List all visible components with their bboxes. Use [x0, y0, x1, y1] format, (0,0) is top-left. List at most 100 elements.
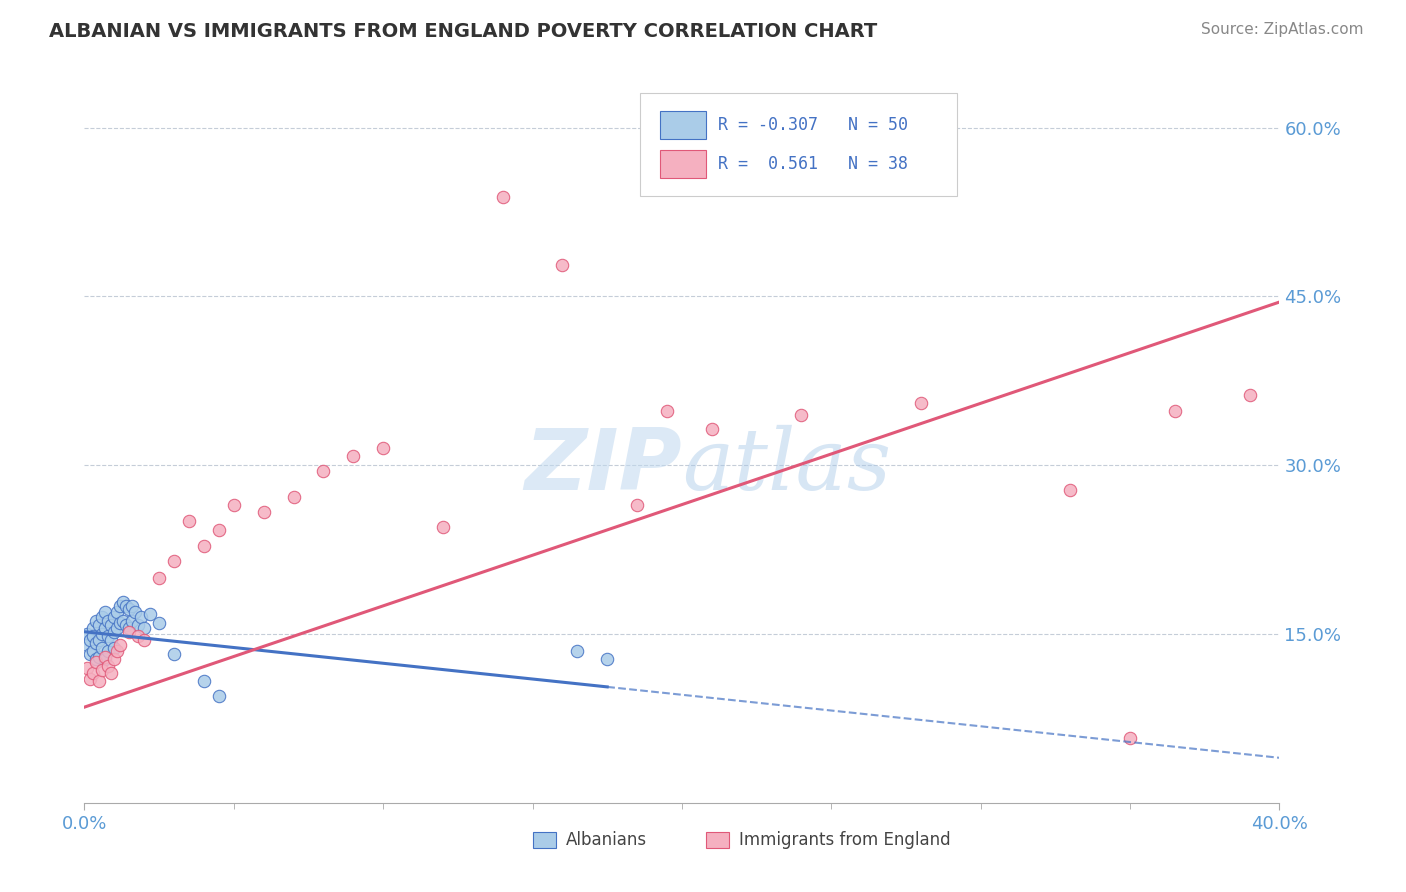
Point	[208, 689, 231, 703]
Point	[121, 599, 143, 613]
Point	[105, 621, 128, 635]
Point	[103, 624, 125, 639]
Point	[89, 632, 111, 647]
Point	[86, 652, 108, 666]
Point	[177, 515, 200, 529]
Point	[97, 614, 120, 628]
Point	[626, 498, 648, 512]
Point	[100, 632, 122, 647]
Point	[86, 636, 108, 650]
Point	[91, 663, 114, 677]
Text: R =  0.561   N = 38: R = 0.561 N = 38	[718, 155, 908, 173]
Point	[127, 629, 149, 643]
Point	[100, 666, 122, 681]
Point	[82, 621, 104, 635]
Point	[253, 506, 276, 520]
Point	[105, 605, 128, 619]
Point	[910, 396, 932, 410]
Text: Immigrants from England: Immigrants from England	[740, 831, 950, 849]
Point	[89, 674, 111, 689]
Text: ALBANIAN VS IMMIGRANTS FROM ENGLAND POVERTY CORRELATION CHART: ALBANIAN VS IMMIGRANTS FROM ENGLAND POVE…	[49, 22, 877, 41]
Point	[1059, 483, 1081, 497]
Point	[79, 672, 101, 686]
Point	[148, 571, 170, 585]
Point	[148, 615, 170, 630]
Point	[193, 674, 215, 689]
Text: R = -0.307   N = 50: R = -0.307 N = 50	[718, 116, 908, 134]
Point	[1239, 388, 1261, 402]
Point	[121, 614, 143, 628]
FancyBboxPatch shape	[661, 151, 706, 178]
Point	[1164, 404, 1187, 418]
Point	[132, 632, 156, 647]
Point	[76, 627, 98, 641]
Point	[373, 442, 395, 456]
Point	[492, 190, 515, 204]
Text: Albanians: Albanians	[567, 831, 647, 849]
Point	[567, 644, 589, 658]
Point	[655, 404, 678, 418]
Point	[222, 498, 245, 512]
Point	[129, 610, 152, 624]
Point	[86, 614, 108, 628]
Point	[112, 614, 135, 628]
Point	[94, 621, 117, 635]
Point	[94, 649, 117, 664]
FancyBboxPatch shape	[533, 832, 557, 848]
Point	[112, 595, 135, 609]
Point	[208, 524, 231, 538]
Point	[79, 632, 101, 647]
Point	[91, 627, 114, 641]
Point	[82, 666, 104, 681]
Point	[103, 652, 125, 666]
Point	[100, 618, 122, 632]
Point	[790, 408, 813, 422]
Point	[132, 621, 156, 635]
FancyBboxPatch shape	[661, 111, 706, 138]
Point	[118, 624, 141, 639]
Text: atlas: atlas	[682, 425, 891, 508]
Point	[86, 655, 108, 669]
Point	[700, 422, 723, 436]
Point	[97, 658, 120, 673]
Point	[97, 644, 120, 658]
Point	[115, 618, 138, 632]
Point	[139, 607, 162, 621]
Point	[103, 610, 125, 624]
Point	[89, 618, 111, 632]
Point	[596, 652, 619, 666]
Point	[91, 610, 114, 624]
FancyBboxPatch shape	[640, 94, 957, 195]
Point	[127, 618, 149, 632]
Point	[1119, 731, 1142, 745]
Point	[110, 638, 132, 652]
Point	[432, 520, 454, 534]
Point	[82, 644, 104, 658]
Point	[76, 638, 98, 652]
Point	[312, 464, 335, 478]
Point	[110, 615, 132, 630]
Point	[283, 490, 305, 504]
Point	[94, 605, 117, 619]
Point	[105, 644, 128, 658]
Point	[163, 554, 186, 568]
Point	[124, 605, 146, 619]
Text: Source: ZipAtlas.com: Source: ZipAtlas.com	[1201, 22, 1364, 37]
Point	[115, 599, 138, 613]
FancyBboxPatch shape	[706, 832, 730, 848]
Point	[163, 647, 186, 661]
Point	[118, 621, 141, 635]
Point	[103, 640, 125, 655]
Point	[193, 539, 215, 553]
Point	[82, 629, 104, 643]
Point	[110, 599, 132, 613]
Text: ZIP: ZIP	[524, 425, 682, 508]
Point	[551, 258, 574, 272]
Point	[91, 640, 114, 655]
Point	[79, 647, 101, 661]
Point	[97, 629, 120, 643]
Point	[89, 649, 111, 664]
Point	[94, 652, 117, 666]
Point	[342, 449, 364, 463]
Point	[76, 661, 98, 675]
